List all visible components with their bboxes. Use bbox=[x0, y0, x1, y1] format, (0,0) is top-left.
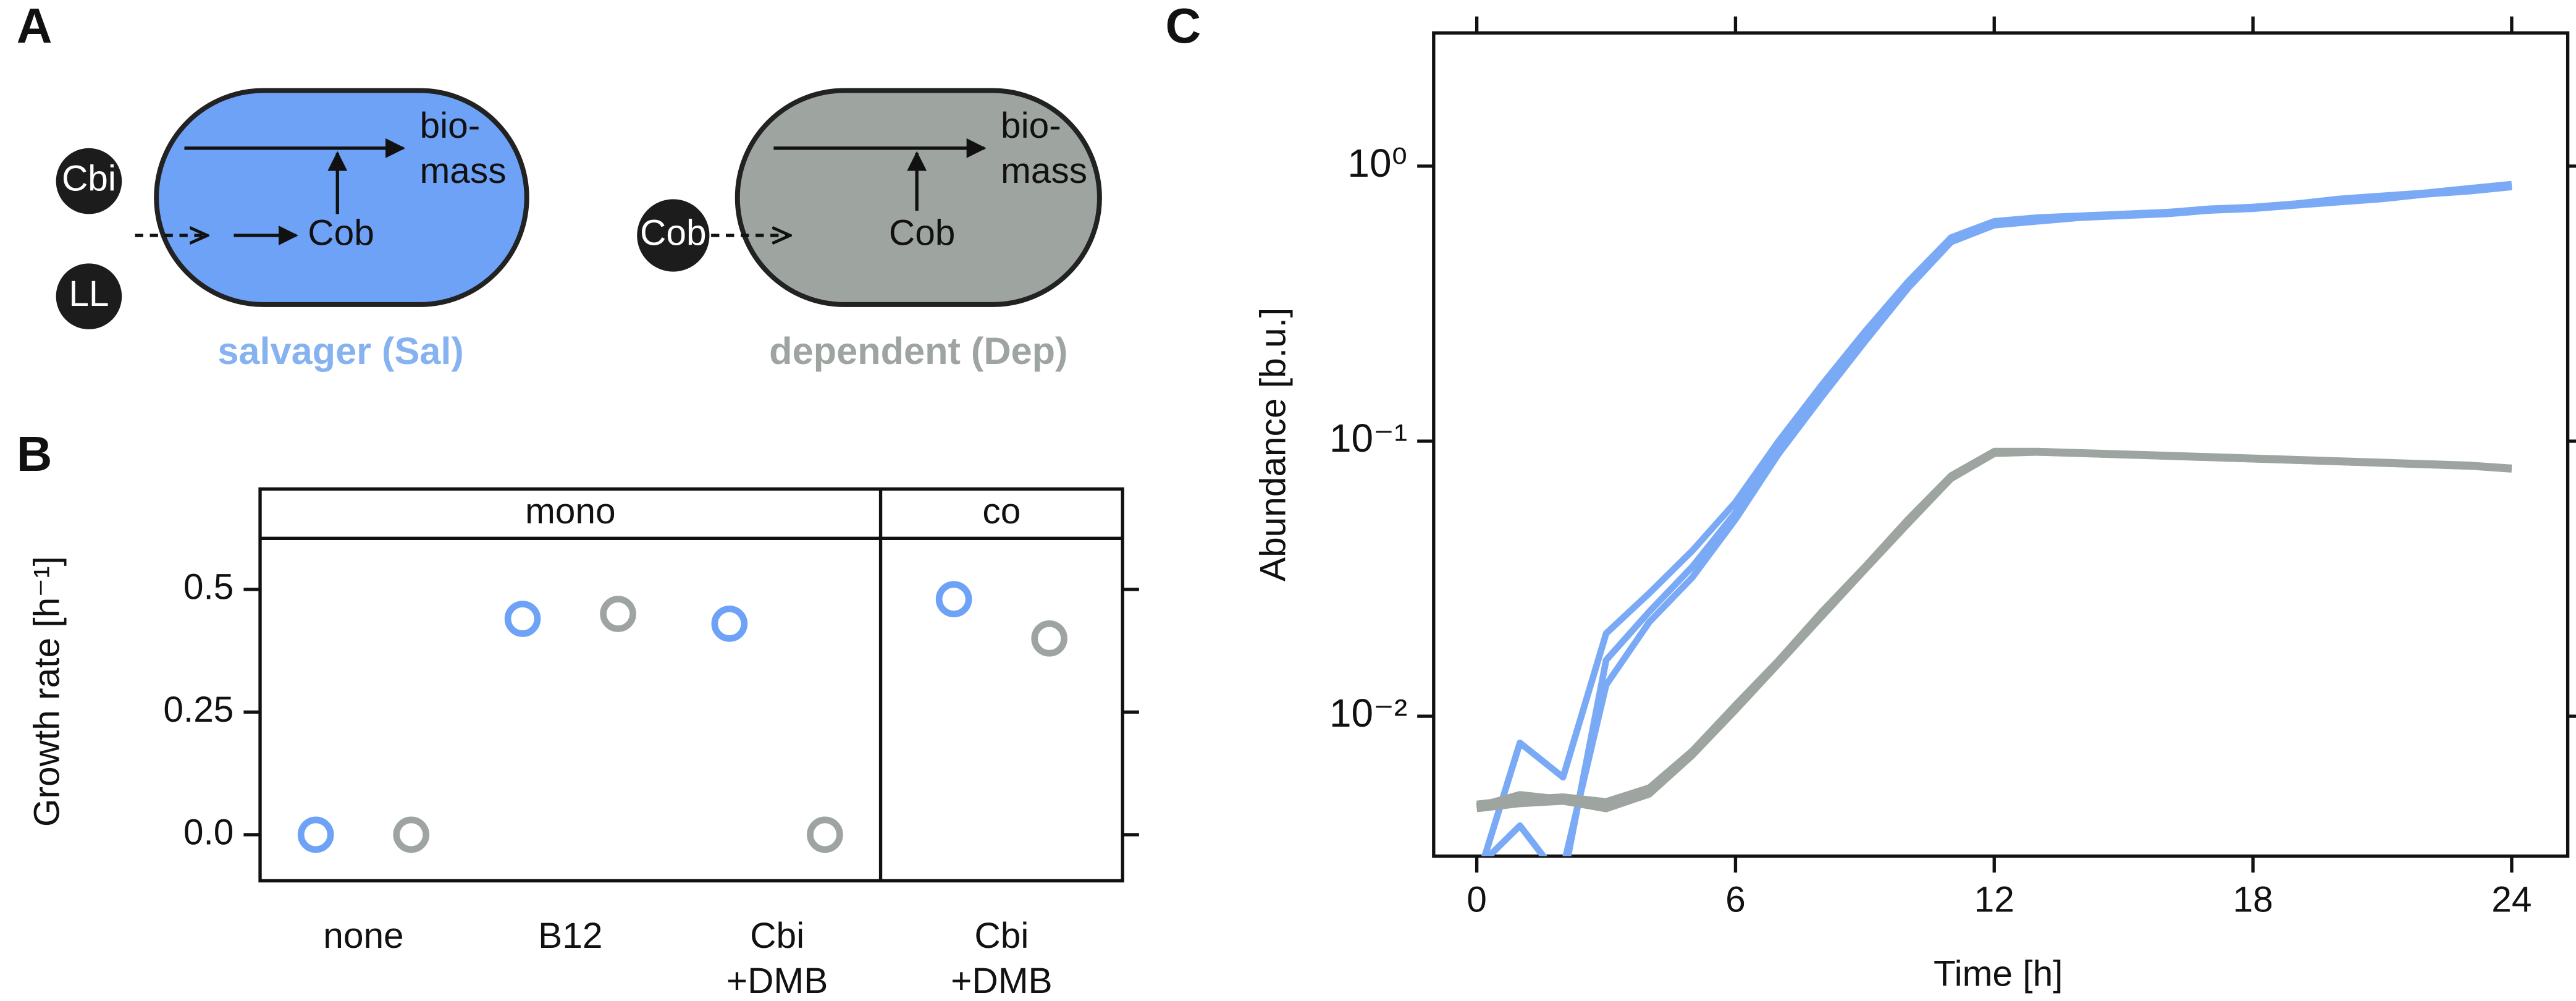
point bbox=[935, 581, 972, 618]
y-tick-label: 10⁻² bbox=[1329, 691, 1407, 735]
panel-label: B bbox=[17, 426, 53, 481]
panel-label: C bbox=[1165, 0, 1201, 53]
internal-label: Cob bbox=[889, 213, 956, 253]
x-tick-label: 12 bbox=[1974, 880, 2014, 920]
panel-c: C Time [h] Abundance [b.u.] 0 6 12 18 24 10⁰ 1… bbox=[1165, 0, 2576, 994]
input-label: Cob bbox=[640, 213, 707, 253]
x-tick-label: Cbi +DMB bbox=[726, 916, 828, 1001]
point bbox=[600, 596, 636, 632]
series-line bbox=[1484, 180, 2512, 856]
x-tick-label: B12 bbox=[538, 916, 602, 956]
plot-frame bbox=[1432, 31, 2570, 858]
cell-name: dependent (Dep) bbox=[769, 330, 1067, 372]
point bbox=[1031, 620, 1067, 657]
input-circle bbox=[56, 263, 122, 329]
facet-label: co bbox=[982, 491, 1021, 531]
plot-frame bbox=[258, 487, 1124, 883]
panel-b: B Growth rate [h⁻¹] 0.0 0.25 0.5 mono none B1… bbox=[17, 426, 1139, 1001]
y-tick-label: 0.0 bbox=[183, 812, 234, 852]
x-tick-label: none bbox=[323, 916, 403, 956]
series-line bbox=[1481, 182, 2512, 856]
output-label: bio-mass bbox=[1001, 106, 1087, 191]
output-label: bio-mass bbox=[419, 106, 506, 191]
x-tick-label: 6 bbox=[1725, 880, 1746, 920]
panel-label: A bbox=[17, 0, 53, 53]
panel-a: A bio-mass Cob Cbi LL salvager (Sal) bio… bbox=[17, 0, 1102, 372]
cell bbox=[154, 88, 529, 307]
point bbox=[297, 816, 334, 853]
input-label: LL bbox=[69, 274, 109, 314]
input-label: Cbi bbox=[62, 159, 116, 199]
x-tick-label: Cbi +DMB bbox=[951, 916, 1052, 1001]
lines bbox=[1476, 180, 2512, 856]
internal-label: Cob bbox=[308, 213, 374, 253]
point bbox=[711, 606, 748, 642]
point bbox=[504, 601, 541, 637]
x-tick-label: 18 bbox=[2233, 880, 2273, 920]
y-tick-label: 10⁻¹ bbox=[1329, 416, 1407, 460]
cell-name: salvager (Sal) bbox=[217, 330, 463, 372]
x-tick-label: 0 bbox=[1467, 880, 1487, 920]
series-line bbox=[1476, 449, 2512, 810]
point bbox=[393, 816, 430, 853]
y-tick-label: 10⁰ bbox=[1347, 141, 1407, 185]
y-tick-label: 0.25 bbox=[163, 690, 234, 730]
point bbox=[807, 816, 843, 853]
series-line bbox=[1562, 184, 2512, 856]
y-axis-label: Growth rate [h⁻¹] bbox=[27, 556, 67, 827]
facet-label: mono bbox=[525, 491, 616, 531]
x-tick-label: 24 bbox=[2491, 880, 2532, 920]
x-axis-label: Time [h] bbox=[1934, 954, 2063, 994]
input-circle bbox=[637, 199, 710, 272]
input-circle bbox=[56, 148, 122, 214]
y-tick-label: 0.5 bbox=[183, 567, 234, 607]
y-axis-label: Abundance [b.u.] bbox=[1253, 308, 1294, 581]
